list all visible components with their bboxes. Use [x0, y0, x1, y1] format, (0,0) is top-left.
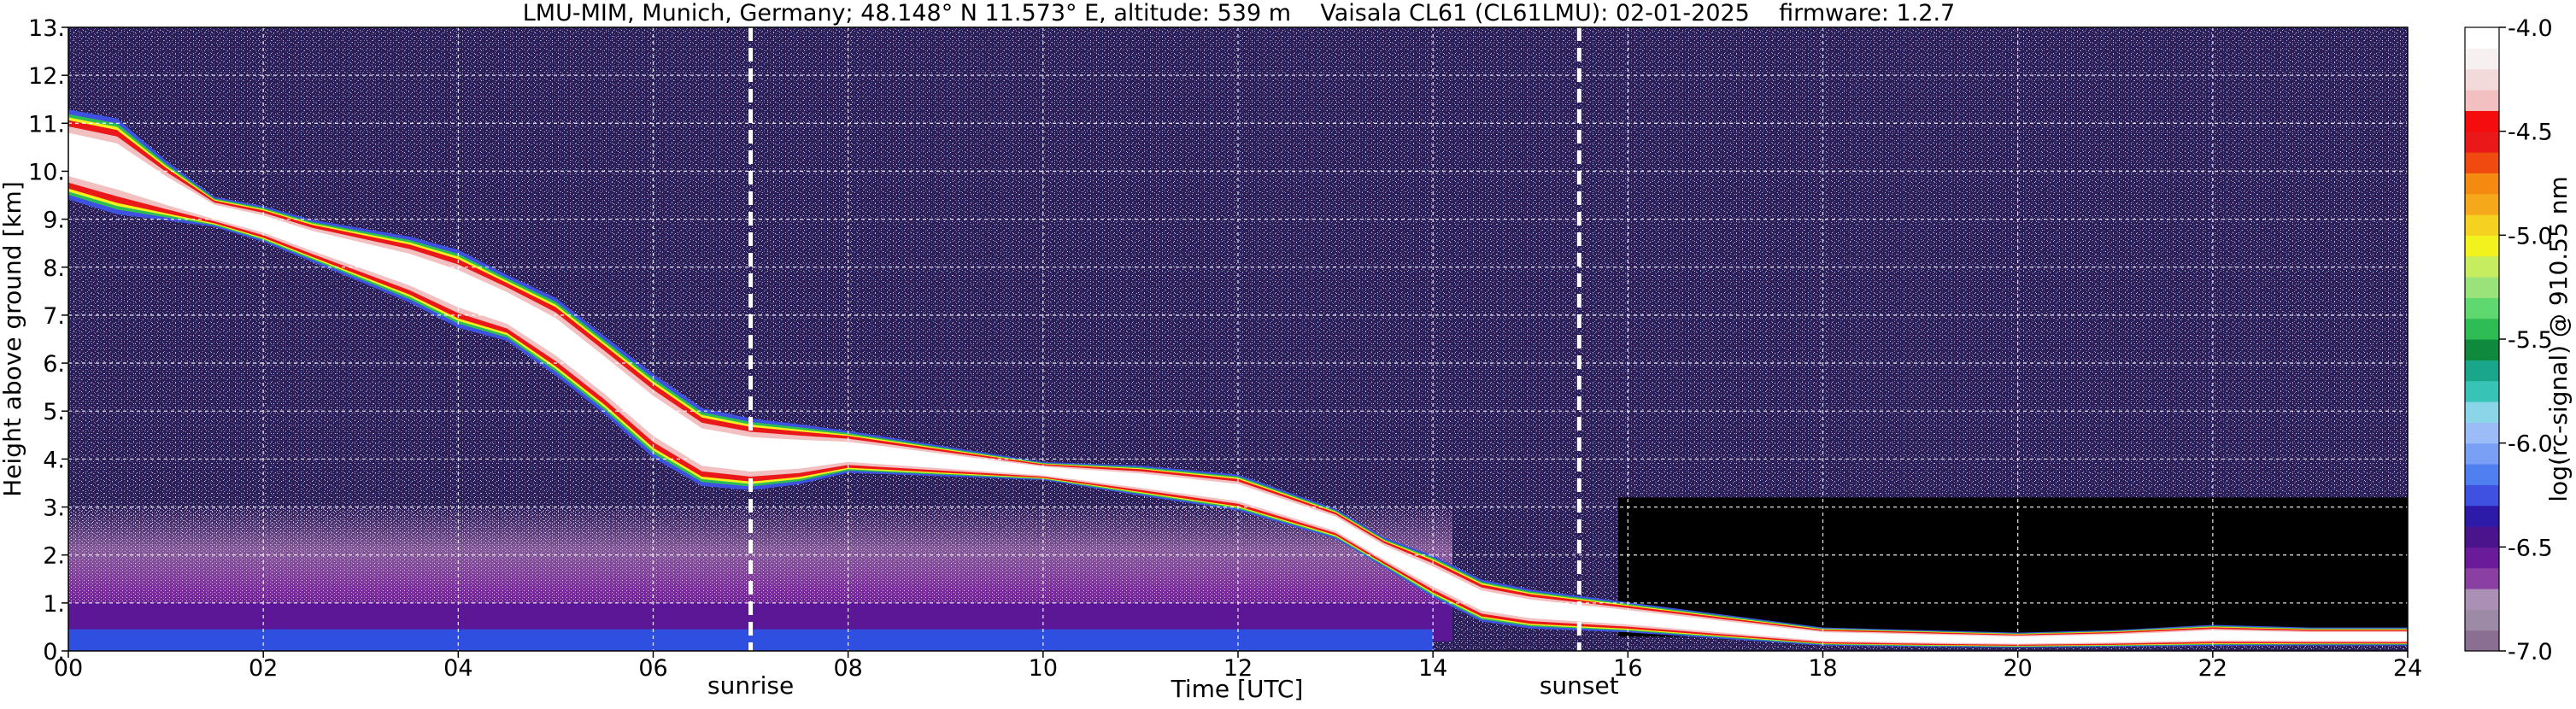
- colorbar-swatch: [2465, 297, 2499, 319]
- y-tick-label: 11.: [28, 111, 65, 138]
- y-axis-label: Height above ground [km]: [0, 181, 26, 497]
- colorbar-swatch: [2465, 255, 2499, 278]
- x-tick-label: 12: [1223, 655, 1253, 682]
- y-tick-label: 6.: [43, 351, 65, 378]
- x-axis-label: Time [UTC]: [1171, 675, 1304, 703]
- grid-lines: [68, 27, 2408, 651]
- sun-markers: [748, 27, 1581, 651]
- y-tick-label: 1.: [43, 591, 65, 618]
- colorbar-tick-label: -6.0: [2508, 431, 2553, 458]
- x-tick-label: 00: [54, 655, 83, 682]
- sunset-label: sunset: [1540, 671, 1619, 700]
- colorbar-tick-label: -7.0: [2508, 639, 2553, 665]
- y-tick-label: 4.: [43, 447, 65, 473]
- y-tick-label: 10.: [28, 159, 65, 185]
- colorbar-swatch: [2465, 214, 2499, 236]
- colorbar-tick-label: -4.5: [2508, 120, 2553, 146]
- plot-area: [68, 27, 2408, 651]
- colorbar-swatch: [2465, 630, 2499, 652]
- colorbar-swatch: [2465, 505, 2499, 527]
- x-tick-label: 10: [1029, 655, 1058, 682]
- x-tick-label: 06: [638, 655, 667, 682]
- colorbar-swatch: [2465, 152, 2499, 173]
- x-tick-label: 20: [2003, 655, 2032, 682]
- colorbar-swatch: [2465, 235, 2499, 257]
- colorbar-swatch: [2465, 339, 2499, 360]
- colorbar-swatch: [2465, 547, 2499, 569]
- colorbar-swatch: [2465, 360, 2499, 382]
- x-tick-label: 08: [833, 655, 862, 682]
- colorbar-swatch: [2465, 401, 2499, 423]
- colorbar-swatch: [2465, 277, 2499, 298]
- colorbar-swatch: [2465, 526, 2499, 548]
- colorbar-swatch: [2465, 68, 2499, 91]
- y-tick-label: 9.: [43, 208, 65, 234]
- colorbar-label: log(rc-signal) @ 910.55 nm: [2544, 176, 2573, 501]
- x-tick-label: 02: [249, 655, 278, 682]
- colorbar-swatch: [2465, 609, 2499, 631]
- y-tick-label: 8.: [43, 255, 65, 282]
- y-axis-ticks: 0. 1. 2. 3. 4. 5. 6. 7. 8. 9. 10. 11. 12. 13.: [28, 15, 68, 665]
- colorbar-swatch: [2465, 131, 2499, 153]
- colorbar-tick-label: -6.5: [2508, 535, 2553, 561]
- x-tick-label: 24: [2393, 655, 2422, 682]
- colorbar-swatch: [2465, 464, 2499, 485]
- colorbar-tick-label: -4.0: [2508, 15, 2553, 42]
- colorbar-swatch: [2465, 484, 2499, 507]
- colorbar-tick-label: -5.5: [2508, 327, 2553, 354]
- y-tick-label: 0.: [43, 639, 65, 665]
- y-tick-label: 3.: [43, 495, 65, 522]
- x-tick-label: 18: [1808, 655, 1837, 682]
- y-tick-label: 2.: [43, 543, 65, 570]
- boundary-layer-noise: [68, 507, 1452, 613]
- sun-marker-labels: sunrise sunset: [707, 671, 1619, 700]
- colorbar-swatch: [2465, 173, 2499, 195]
- x-tick-label: 04: [443, 655, 472, 682]
- y-tick-label: 7.: [43, 303, 65, 330]
- colorbar-swatch: [2465, 380, 2499, 402]
- colorbar-swatch: [2465, 567, 2499, 589]
- colorbar-swatch: [2465, 48, 2499, 70]
- colorbar-swatch: [2465, 193, 2499, 215]
- colorbar-swatch: [2465, 318, 2499, 340]
- x-tick-label: 22: [2198, 655, 2227, 682]
- y-tick-label: 5.: [43, 399, 65, 425]
- x-tick-label: 14: [1418, 655, 1447, 682]
- colorbar-tick-label: -5.0: [2508, 223, 2553, 249]
- night-low-signal-region: [1617, 497, 2408, 637]
- colorbar-swatch: [2465, 27, 2499, 49]
- colorbar-swatch: [2465, 442, 2499, 465]
- colorbar: -4.0 -4.5 -5.0 -5.5 -6.0 -6.5 -7.0: [2464, 15, 2553, 665]
- x-axis-ticks: 00 02 04 06 08 10 12 14 16 18 20 22 24: [54, 651, 2422, 682]
- chart-title: LMU-MIM, Munich, Germany; 48.148° N 11.5…: [523, 0, 1956, 26]
- sunrise-label: sunrise: [707, 671, 794, 700]
- colorbar-swatch: [2465, 110, 2499, 132]
- y-tick-label: 13.: [28, 15, 65, 42]
- x-tick-label: 16: [1613, 655, 1642, 682]
- y-tick-label: 12.: [28, 63, 65, 90]
- colorbar-swatch: [2465, 589, 2499, 610]
- colorbar-swatch: [2465, 90, 2499, 111]
- colorbar-swatch: [2465, 422, 2499, 444]
